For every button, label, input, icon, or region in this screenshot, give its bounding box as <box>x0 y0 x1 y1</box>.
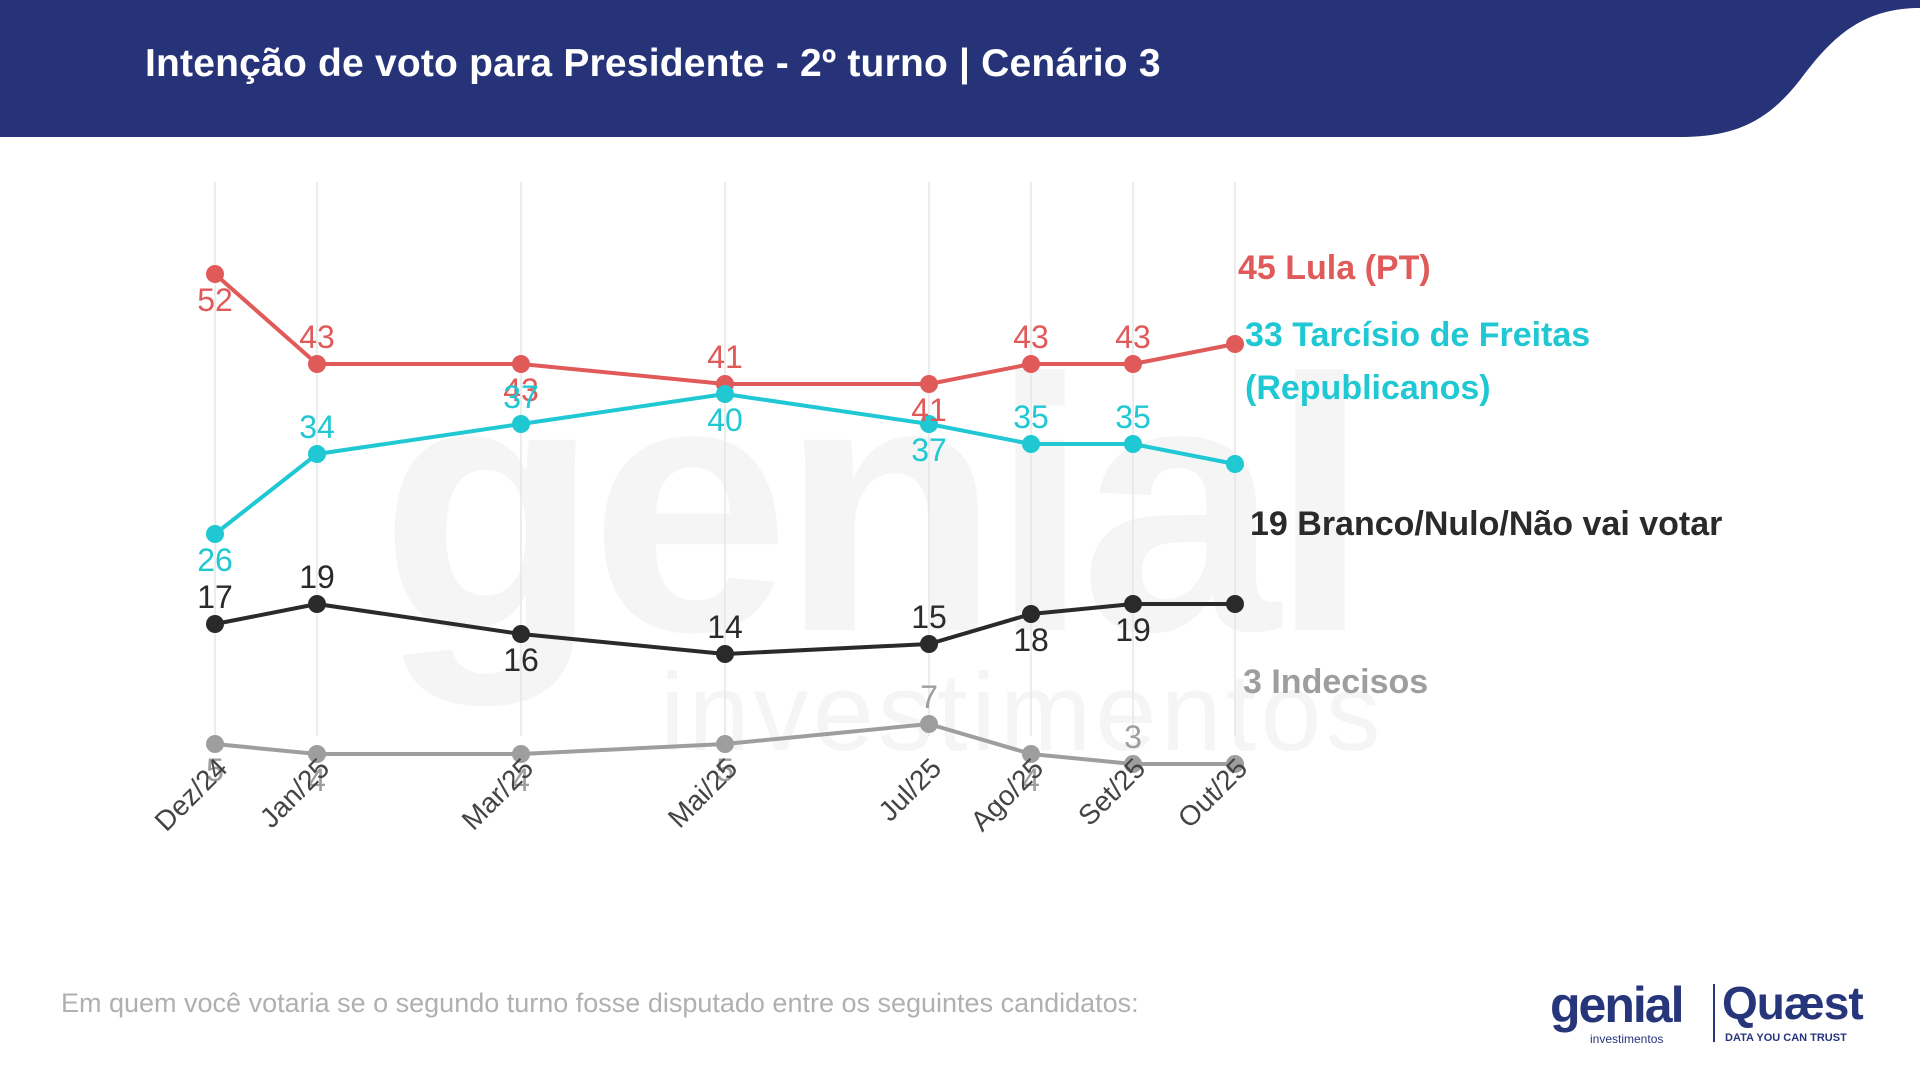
data-point <box>308 745 326 763</box>
data-label: 14 <box>707 609 743 645</box>
data-label: 43 <box>299 319 335 355</box>
data-point <box>308 595 326 613</box>
data-label: 4 <box>1022 762 1040 798</box>
logo-divider <box>1713 984 1715 1042</box>
data-point <box>512 415 530 433</box>
data-label: 40 <box>707 402 743 438</box>
data-label: 4 <box>308 762 326 798</box>
data-label: 35 <box>1013 399 1049 435</box>
genial-logo: genial <box>1550 977 1684 1033</box>
data-label: 41 <box>911 392 947 428</box>
data-label: 37 <box>503 379 539 415</box>
page-title: Intenção de voto para Presidente - 2º tu… <box>145 42 1161 85</box>
data-point <box>716 645 734 663</box>
series-line <box>213 272 1236 386</box>
data-point <box>920 635 938 653</box>
series-line <box>213 392 1236 536</box>
data-label: 3 <box>1124 719 1142 755</box>
series-end-label-line: 45 Lula (PT) <box>1238 249 1431 287</box>
quaest-logo: Quæst <box>1722 977 1864 1029</box>
data-point <box>206 525 224 543</box>
quaest-logo-sub: DATA YOU CAN TRUST <box>1725 1032 1847 1044</box>
data-point <box>1124 755 1142 773</box>
data-point <box>1022 605 1040 623</box>
data-label: 5 <box>206 752 224 788</box>
data-label: 43 <box>1115 319 1151 355</box>
data-point <box>1226 755 1244 773</box>
header-banner: Intenção de voto para Presidente - 2º tu… <box>0 0 1920 137</box>
x-tick-label: Dez/24 <box>149 752 234 837</box>
data-label: 18 <box>1013 622 1049 658</box>
data-point <box>1124 355 1142 373</box>
data-point <box>1022 435 1040 453</box>
series-end-label: 45 Lula (PT) <box>1238 242 1431 295</box>
data-point <box>1124 435 1142 453</box>
data-point <box>1226 595 1244 613</box>
series-end-label-line: (Republicanos) <box>1245 369 1491 407</box>
data-label: 37 <box>911 432 947 468</box>
data-point <box>920 375 938 393</box>
genial-logo-sub: investimentos <box>1590 1032 1664 1046</box>
series-end-label-line: 3 Indecisos <box>1243 663 1429 701</box>
data-point <box>1022 355 1040 373</box>
data-point <box>512 355 530 373</box>
data-point <box>206 735 224 753</box>
series-end-label-line: 33 Tarcísio de Freitas <box>1245 316 1591 354</box>
data-label: 35 <box>1115 399 1151 435</box>
series-end-label: 3 Indecisos <box>1243 656 1428 709</box>
data-label: 5 <box>716 752 734 788</box>
data-label: 4 <box>512 762 530 798</box>
data-label: 34 <box>299 409 335 445</box>
data-label: 15 <box>911 599 947 635</box>
data-label: 41 <box>707 339 743 375</box>
data-label: 43 <box>503 372 539 408</box>
data-label: 26 <box>197 542 233 578</box>
chart-subtitle: Em quem você votaria se o segundo turno … <box>61 988 1139 1018</box>
data-label: 43 <box>1013 319 1049 355</box>
x-tick-label: Jul/25 <box>872 752 947 827</box>
data-point <box>1226 455 1244 473</box>
x-tick-labels-layer: Dez/24 Jan/25 Mar/25 Mai/25 Jul/25 Ago/25 Set/… <box>149 752 1254 837</box>
series-line <box>214 602 1235 656</box>
data-point <box>206 615 224 633</box>
data-label: 17 <box>197 579 233 615</box>
data-point <box>1124 595 1142 613</box>
data-point <box>920 715 938 733</box>
data-point <box>716 385 734 403</box>
data-point <box>512 745 530 763</box>
data-point <box>1226 335 1244 353</box>
data-point <box>206 265 224 283</box>
data-label: 52 <box>197 282 233 318</box>
data-point <box>716 735 734 753</box>
series-line <box>214 722 1235 766</box>
data-label: 19 <box>299 559 335 595</box>
data-point <box>512 625 530 643</box>
data-label: 19 <box>1115 612 1151 648</box>
series-end-label-line: 19 Branco/Nulo/Não vai votar <box>1250 505 1723 543</box>
data-point <box>920 415 938 433</box>
lines-layer <box>206 265 1244 773</box>
x-tick-label: Set/25 <box>1072 752 1151 831</box>
series-end-label: 19 Branco/Nulo/Não vai votar <box>1250 498 1722 551</box>
data-label: 7 <box>920 679 938 715</box>
data-point <box>308 445 326 463</box>
data-point <box>1022 745 1040 763</box>
header-background <box>0 0 1920 137</box>
data-point <box>308 355 326 373</box>
x-tick-label: Mai/25 <box>662 752 743 833</box>
brand-logos: genial investimentos Quæst DATA YOU CAN … <box>1550 977 1870 1052</box>
data-label: 16 <box>503 642 539 678</box>
series-end-label: 33 Tarcísio de Freitas (Republicanos) <box>1245 309 1590 415</box>
